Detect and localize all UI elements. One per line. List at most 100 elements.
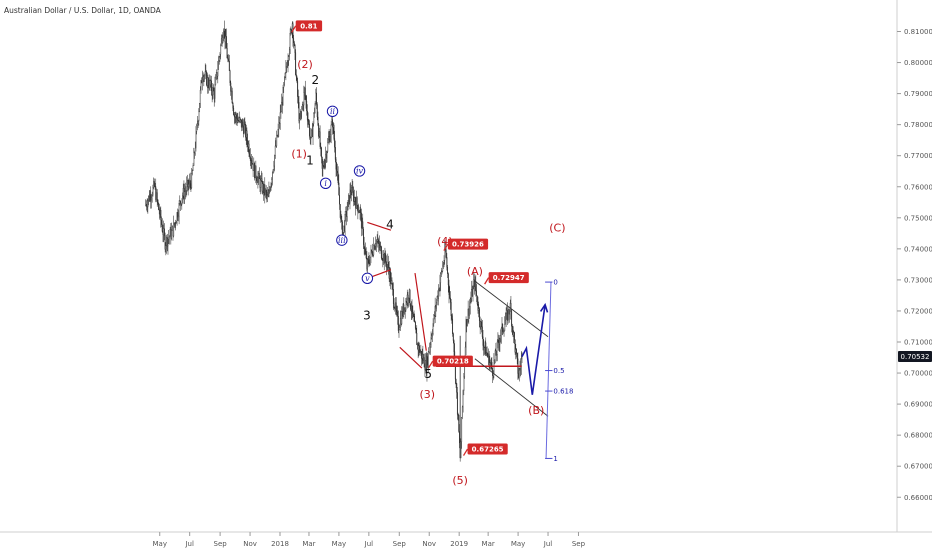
- time-axis[interactable]: May Jul Sep Nov 2018 Mar May Jul Sep Nov 2019 Mar Ma…: [152, 532, 586, 548]
- price-callout-box[interactable]: [488, 272, 529, 284]
- candle-body: [256, 177, 257, 181]
- candle-body: [499, 338, 501, 345]
- candle-body: [489, 362, 491, 368]
- candle-body: [258, 173, 260, 179]
- candle-body: [498, 342, 500, 345]
- price-tick-label: 0.79000: [904, 90, 932, 98]
- candle-body: [419, 345, 420, 353]
- trendline[interactable]: [414, 272, 427, 351]
- candle-body: [257, 177, 259, 183]
- candle-body: [288, 49, 290, 57]
- candle-body: [327, 142, 329, 152]
- candle-body: [453, 340, 455, 352]
- candle-body: [370, 249, 372, 258]
- candle-body: [272, 169, 274, 173]
- candle-body: [468, 308, 470, 316]
- candle-body: [389, 271, 391, 279]
- candle-body: [285, 66, 287, 74]
- candle-body: [497, 339, 499, 343]
- last-price-label: 0.70532: [901, 353, 930, 361]
- candle-body: [321, 156, 323, 169]
- candle-body: [219, 54, 221, 58]
- trendline[interactable]: [367, 221, 392, 231]
- candle-body: [293, 38, 295, 43]
- candle-body: [147, 200, 149, 208]
- candle-body: [182, 188, 184, 196]
- candle-body: [198, 111, 200, 122]
- candle-body: [471, 289, 473, 299]
- candle-body: [230, 82, 232, 92]
- candle-body: [359, 208, 361, 213]
- price-callout-box[interactable]: [447, 238, 489, 250]
- candle-body: [518, 369, 520, 378]
- candle-body: [377, 239, 379, 242]
- candle-body: [259, 178, 261, 188]
- candle-body: [178, 203, 180, 217]
- candle-body: [332, 119, 333, 128]
- candle-body: [196, 125, 198, 132]
- candle-body: [212, 87, 214, 96]
- candle-body: [317, 116, 319, 126]
- candle-body: [431, 336, 433, 338]
- candle-body: [390, 280, 392, 284]
- candle-body: [218, 60, 219, 70]
- time-tick-label: Nov: [422, 540, 436, 548]
- candle-body: [494, 359, 496, 361]
- candle-body: [338, 182, 340, 196]
- candle-body: [461, 417, 463, 442]
- candle-body: [154, 185, 156, 187]
- candle-body: [380, 245, 382, 247]
- wave-label: (5): [452, 474, 468, 487]
- fib-level-label: 0: [553, 279, 557, 287]
- price-tick-label: 0.73000: [904, 276, 932, 284]
- fib-level-label: 0.618: [553, 388, 573, 396]
- candle-body: [206, 71, 208, 86]
- projection-path[interactable]: [521, 304, 546, 395]
- candle-body: [490, 362, 491, 364]
- channel-upper-line[interactable]: [474, 280, 549, 338]
- candle-body: [172, 226, 174, 237]
- candle-body: [366, 257, 368, 270]
- candle-body: [421, 354, 423, 359]
- candle-body: [269, 189, 271, 191]
- candle-body: [373, 245, 375, 255]
- price-callout-box[interactable]: [432, 355, 473, 367]
- candle-body: [151, 197, 152, 201]
- candle-body: [299, 118, 301, 122]
- channel-lower-line[interactable]: [474, 358, 549, 417]
- price-tick-label: 0.70000: [904, 370, 932, 378]
- candle-body: [506, 310, 508, 314]
- price-callout-box[interactable]: [295, 20, 323, 32]
- candle-body: [375, 240, 377, 245]
- candle-body: [202, 76, 204, 80]
- candle-body: [306, 101, 308, 112]
- candle-body: [271, 179, 273, 184]
- price-tick-label: 0.78000: [904, 121, 932, 129]
- candle-body: [395, 302, 397, 311]
- candle-body: [170, 229, 172, 239]
- candle-body: [487, 354, 489, 358]
- candle-body: [343, 225, 345, 232]
- price-callout-box[interactable]: [467, 443, 508, 455]
- candle-body: [412, 313, 414, 317]
- candle-body: [360, 212, 362, 229]
- wave-label: 4: [386, 217, 394, 231]
- candle-body: [195, 131, 197, 149]
- candle-body: [318, 131, 320, 137]
- price-axis[interactable]: 0.81000 0.80000 0.79000 0.78000 0.77000 0.760…: [897, 28, 932, 502]
- candle-body: [166, 236, 168, 246]
- candle-body: [223, 30, 224, 38]
- candle-body: [176, 212, 178, 223]
- candle-body: [205, 71, 207, 73]
- candle-body: [373, 245, 375, 250]
- candle-body: [145, 203, 147, 207]
- trendline[interactable]: [399, 346, 423, 369]
- candle-body: [204, 75, 205, 77]
- price-callout-label: 0.67265: [472, 446, 504, 454]
- candle-body: [418, 345, 420, 351]
- candle-body: [332, 125, 334, 128]
- candle-body: [304, 87, 305, 93]
- candle-body: [175, 222, 177, 224]
- candle-body: [520, 358, 522, 367]
